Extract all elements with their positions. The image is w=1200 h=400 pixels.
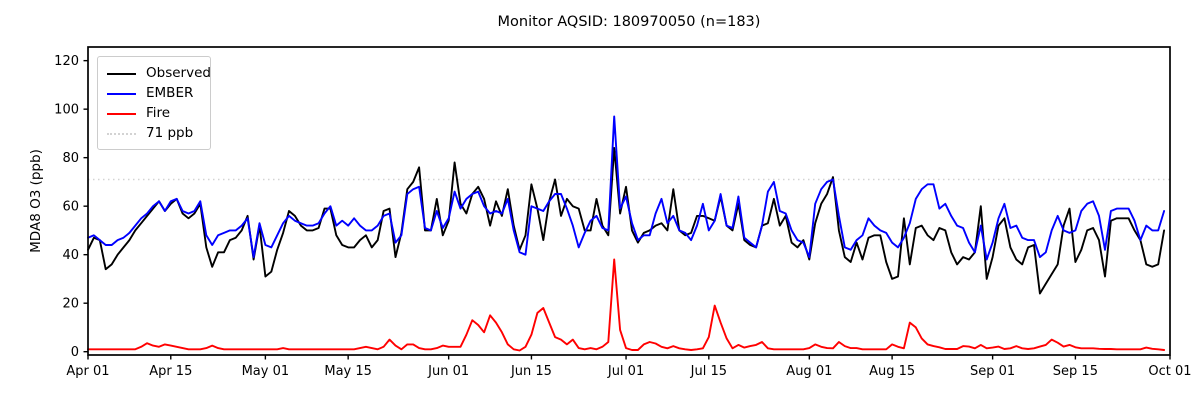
axes-box bbox=[87, 46, 1171, 356]
x-tick-label: May 15 bbox=[324, 364, 372, 379]
legend-item-71-ppb: 71 ppb bbox=[107, 124, 201, 144]
x-tick-label: May 01 bbox=[242, 364, 290, 379]
legend-swatch-observed bbox=[107, 73, 136, 75]
chart-title: Monitor AQSID: 180970050 (n=183) bbox=[497, 14, 761, 30]
series-line-ember bbox=[87, 115, 1166, 261]
x-tick-label: Jul 15 bbox=[690, 364, 727, 379]
series-line-fire bbox=[87, 258, 1166, 352]
y-tick-label: 60 bbox=[62, 200, 79, 215]
legend-swatch-fire bbox=[107, 113, 136, 115]
y-tick-label: 80 bbox=[62, 151, 79, 166]
series-line-observed bbox=[87, 147, 1166, 295]
legend-label: EMBER bbox=[146, 85, 194, 102]
legend: Observed EMBER Fire 71 ppb bbox=[97, 56, 211, 150]
x-tick-label: Jul 01 bbox=[607, 364, 644, 379]
legend-item-observed: Observed bbox=[107, 64, 211, 84]
x-tick-label: Oct 01 bbox=[1148, 364, 1191, 379]
x-tick-label: Sep 15 bbox=[1053, 364, 1098, 379]
y-axis-label: MDA8 O3 (ppb) bbox=[28, 149, 44, 253]
x-tick-label: Aug 15 bbox=[869, 364, 915, 379]
y-tick-label: 120 bbox=[54, 54, 79, 69]
x-tick-label: Jun 15 bbox=[510, 364, 552, 379]
x-tick-label: Jun 01 bbox=[427, 364, 469, 379]
y-tick-label: 100 bbox=[54, 103, 79, 118]
legend-swatch-dotted-line bbox=[107, 133, 136, 135]
legend-item-ember: EMBER bbox=[107, 84, 201, 104]
legend-item-fire: Fire bbox=[107, 104, 201, 124]
y-tick-label: 20 bbox=[62, 297, 79, 312]
legend-label: Observed bbox=[146, 65, 211, 82]
x-tick-label: Aug 01 bbox=[786, 364, 832, 379]
legend-label: Fire bbox=[146, 105, 171, 122]
x-tick-label: Sep 01 bbox=[970, 364, 1015, 379]
y-tick-label: 40 bbox=[62, 248, 79, 263]
legend-label: 71 ppb bbox=[146, 125, 194, 142]
x-tick-label: Apr 15 bbox=[149, 364, 192, 379]
legend-swatch-ember bbox=[107, 93, 136, 95]
y-tick-label: 0 bbox=[71, 345, 79, 360]
x-tick-label: Apr 01 bbox=[66, 364, 109, 379]
